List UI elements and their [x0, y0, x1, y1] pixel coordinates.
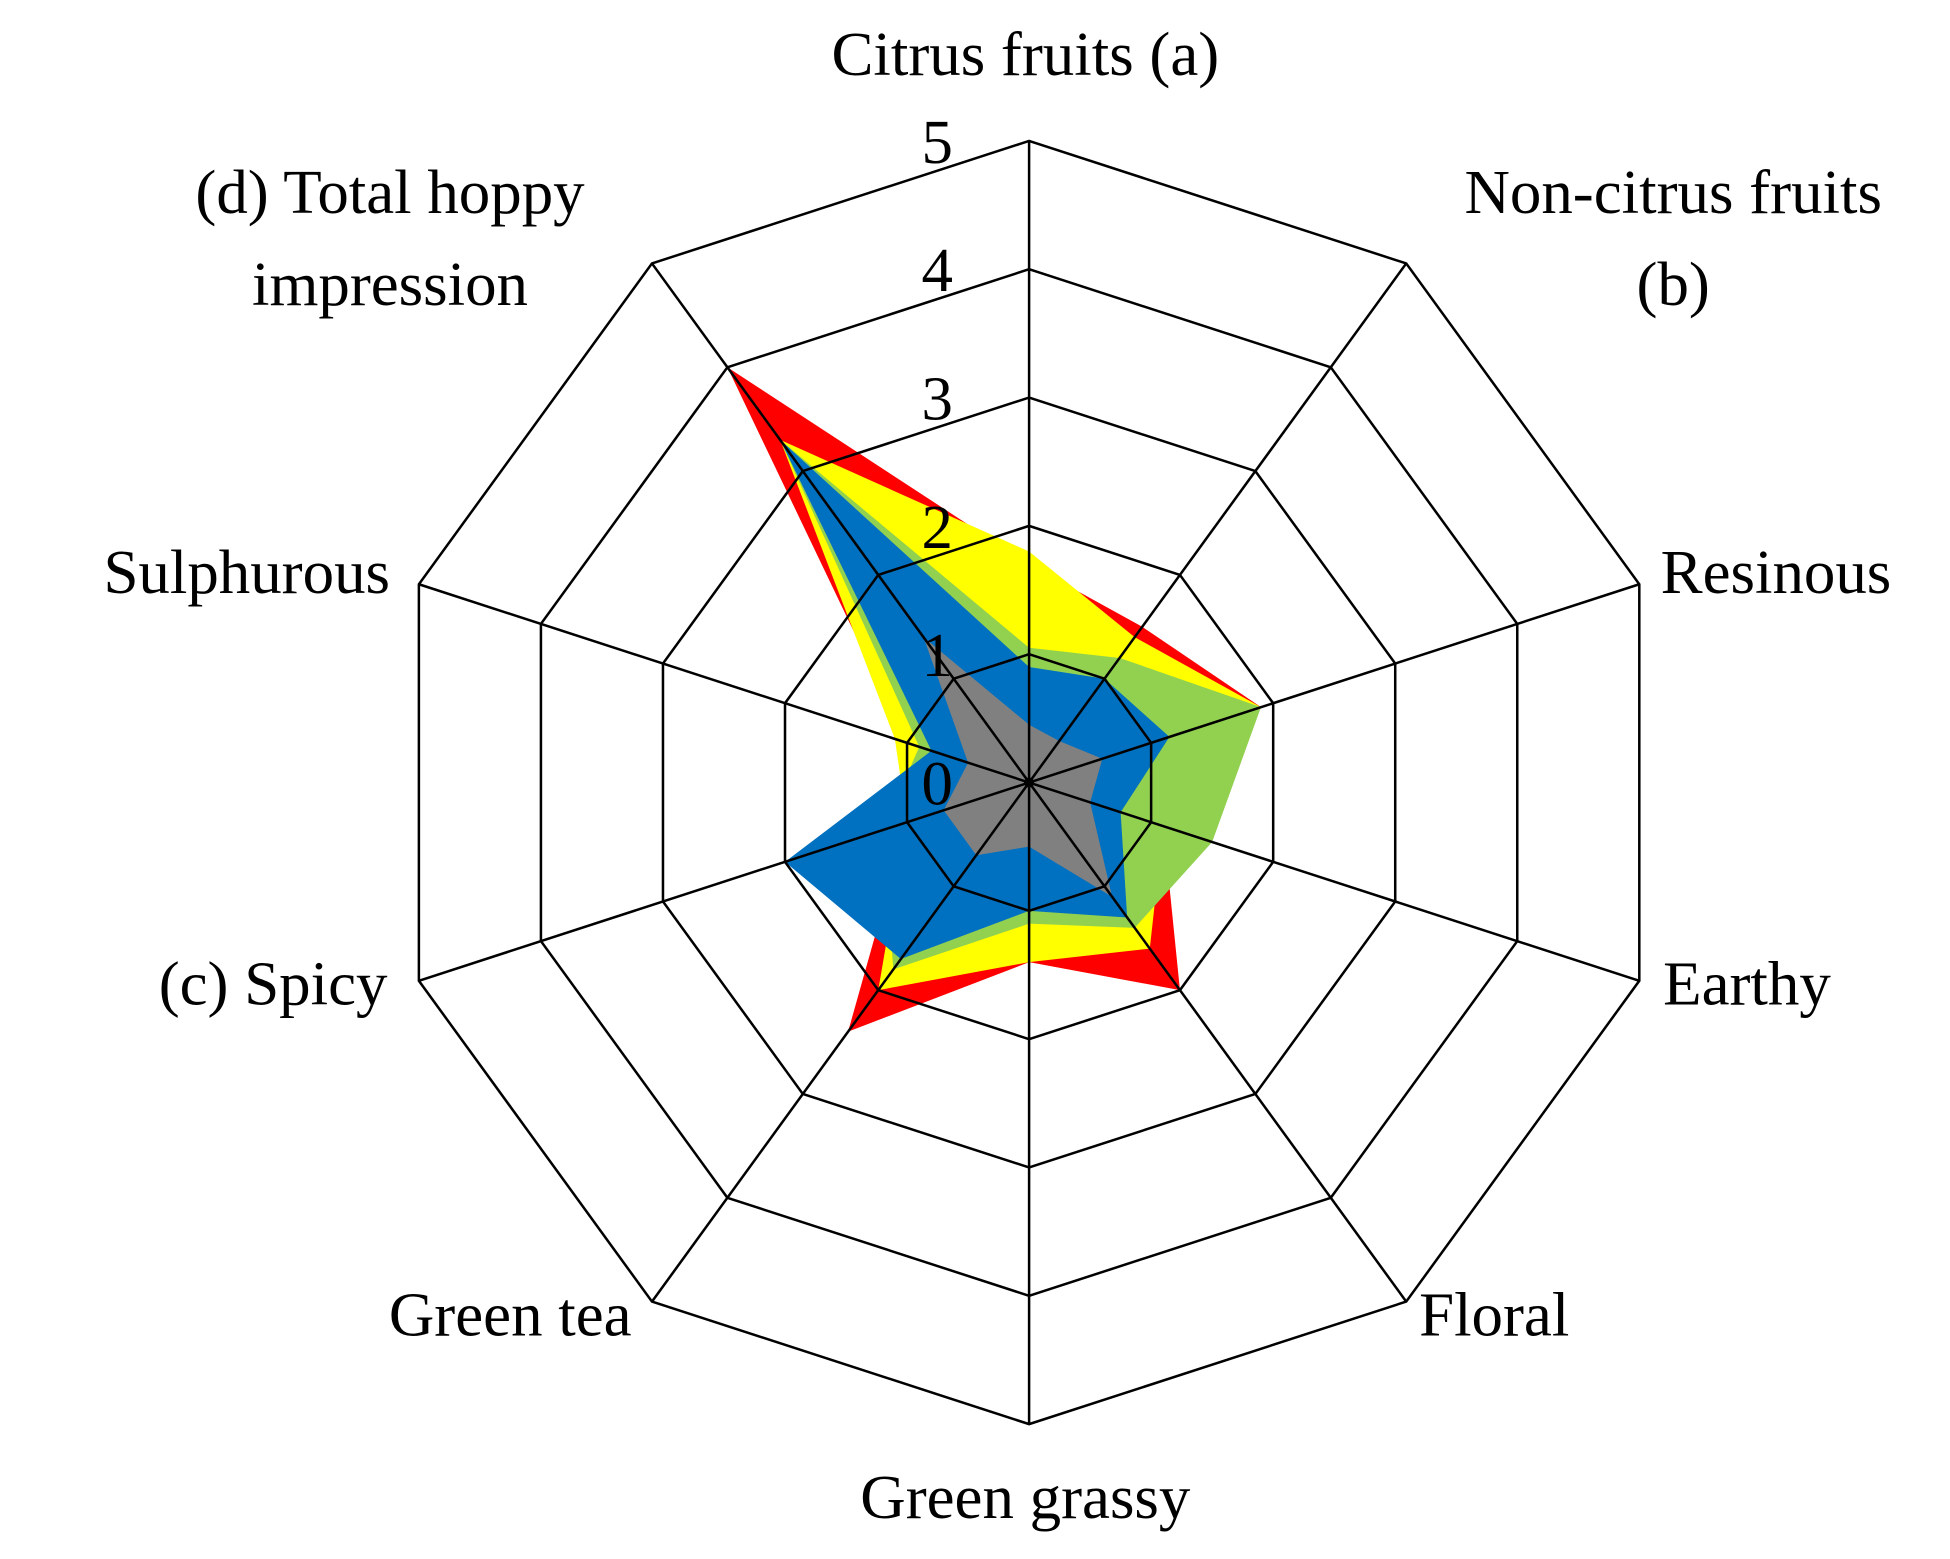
r-tick-label: 2	[922, 492, 953, 562]
category-label: (d) Total hoppy	[195, 157, 585, 227]
category-label: Green tea	[389, 1279, 632, 1349]
category-label: Floral	[1419, 1279, 1569, 1349]
category-label: (c) Spicy	[159, 949, 388, 1019]
center-dot	[1024, 777, 1035, 788]
spoke	[1028, 781, 1408, 1303]
r-tick-label: 1	[922, 620, 953, 690]
category-label: Non-citrus fruits	[1464, 157, 1881, 227]
r-tick-label: 3	[922, 364, 953, 434]
r-tick-label: 4	[922, 235, 953, 305]
category-label: (b)	[1637, 249, 1710, 319]
category-label: Citrus fruits (a)	[831, 19, 1219, 89]
spoke	[650, 781, 1031, 1303]
r-tick-label: 0	[922, 749, 953, 819]
category-label: Earthy	[1663, 949, 1831, 1019]
category-label: Sulphurous	[103, 537, 390, 607]
category-label: impression	[252, 249, 528, 319]
spoke	[418, 781, 1030, 982]
category-label: Green grassy	[860, 1462, 1191, 1532]
category-label: Resinous	[1661, 537, 1892, 607]
r-tick-label: 5	[922, 107, 953, 177]
spoke	[1028, 583, 1640, 784]
spoke	[650, 262, 1031, 784]
spoke	[1028, 781, 1640, 982]
spoke	[418, 583, 1030, 784]
spoke	[1028, 262, 1408, 784]
